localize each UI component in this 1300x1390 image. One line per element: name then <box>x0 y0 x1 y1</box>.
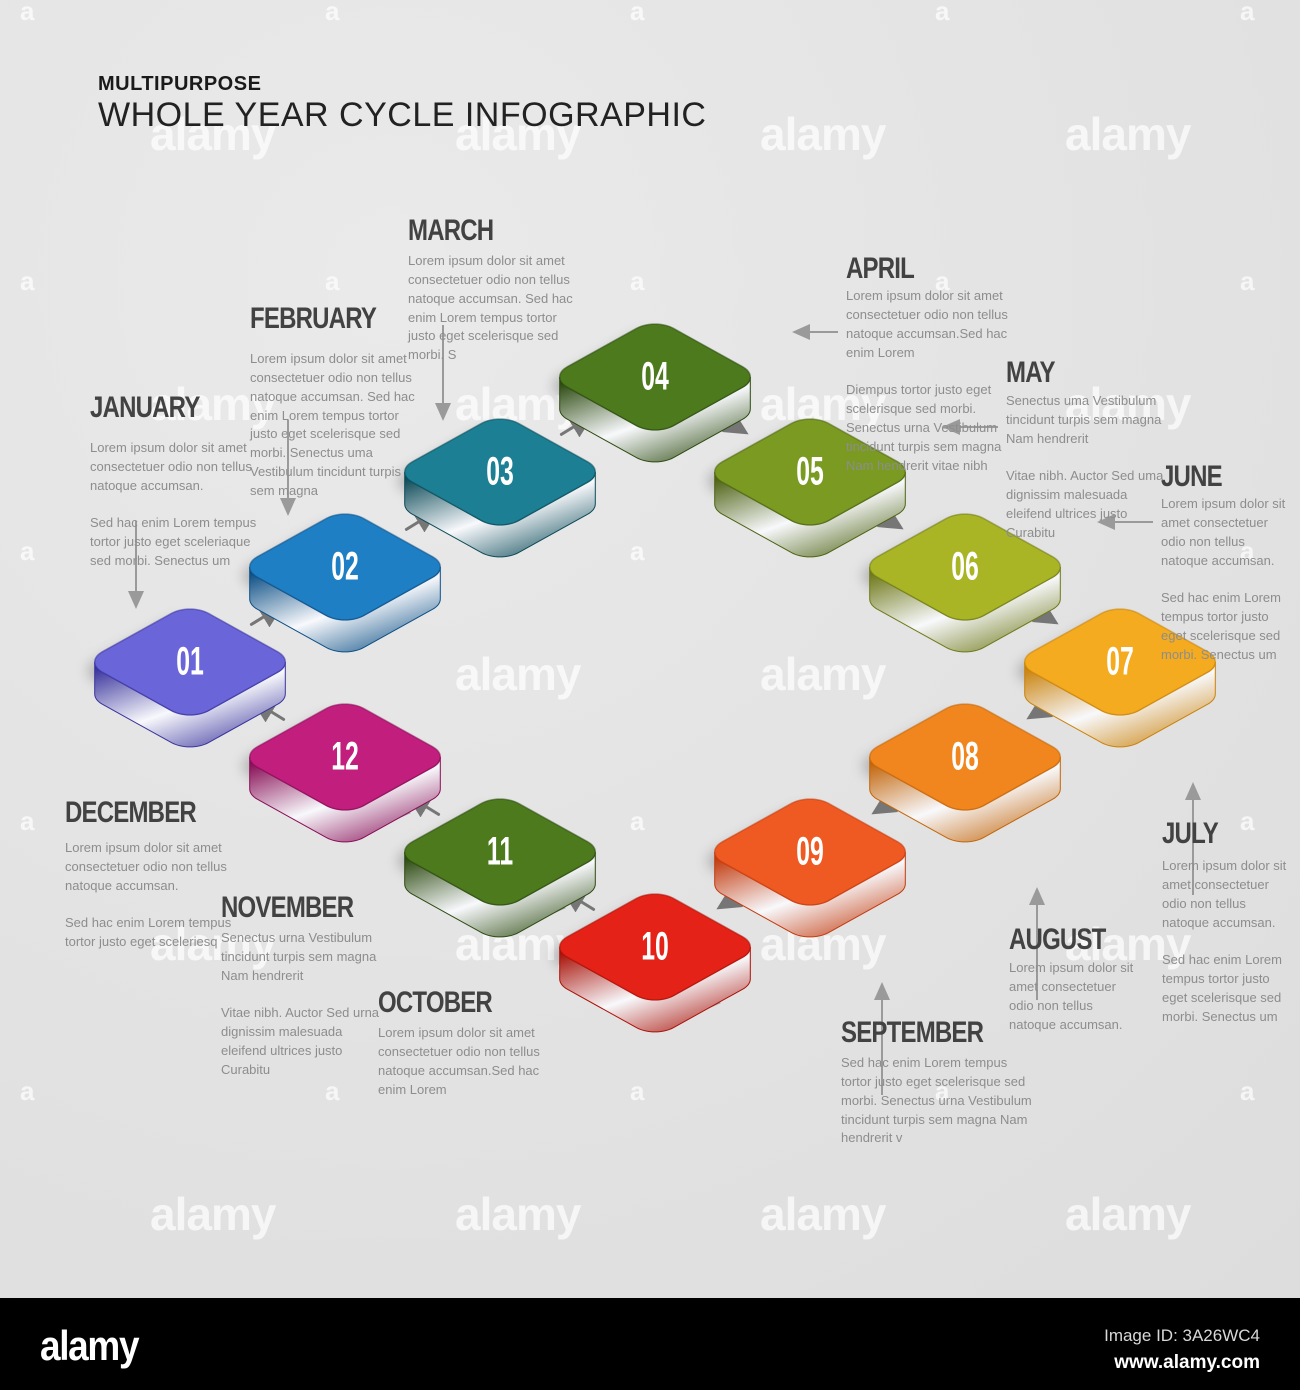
svg-text:08: 08 <box>951 735 979 779</box>
svg-text:04: 04 <box>641 355 669 399</box>
svg-text:05: 05 <box>796 450 824 494</box>
svg-text:11: 11 <box>487 830 513 874</box>
svg-text:03: 03 <box>486 450 514 494</box>
svg-text:12: 12 <box>331 735 359 779</box>
svg-text:07: 07 <box>1106 640 1134 684</box>
svg-text:10: 10 <box>641 925 669 969</box>
svg-text:01: 01 <box>176 640 204 684</box>
svg-text:02: 02 <box>331 545 359 589</box>
svg-text:09: 09 <box>796 830 824 874</box>
svg-text:06: 06 <box>951 545 979 589</box>
